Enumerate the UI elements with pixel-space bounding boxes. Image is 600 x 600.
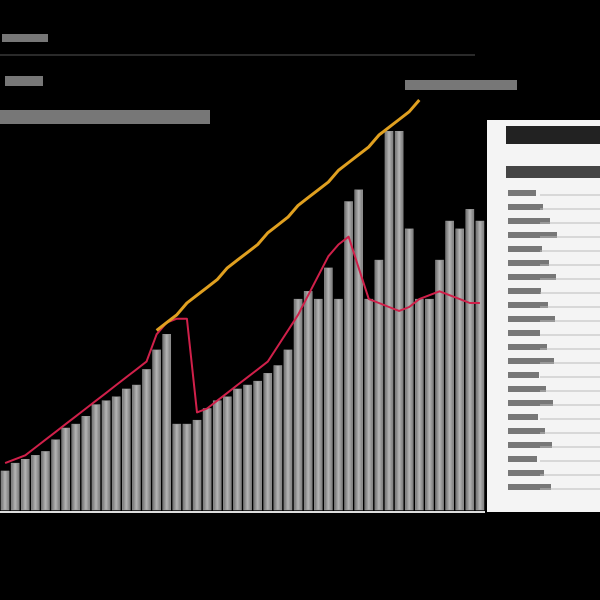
bar: [384, 130, 394, 511]
bar: [142, 369, 151, 511]
bar: [263, 373, 273, 511]
row-text: [508, 442, 552, 448]
bar: [31, 455, 40, 511]
bar: [445, 220, 454, 511]
side-panel: [487, 120, 600, 512]
row-text: [508, 358, 554, 364]
row-text: [508, 428, 545, 434]
panel-subheading: [506, 166, 600, 178]
bar: [20, 458, 30, 511]
panel-heading: [506, 126, 600, 144]
row-text: [508, 246, 542, 252]
bar: [122, 388, 131, 511]
bar: [152, 349, 161, 511]
bar: [192, 419, 202, 511]
bar: [182, 423, 192, 511]
bar: [10, 462, 20, 511]
bar: [273, 365, 283, 511]
bar: [293, 298, 303, 511]
line-series: [4, 235, 480, 465]
row-text: [508, 414, 538, 420]
bar: [374, 259, 384, 511]
bar: [41, 451, 50, 511]
row-text: [508, 456, 537, 462]
bar: [91, 404, 101, 511]
bar: [0, 470, 10, 511]
row-text: [508, 344, 547, 350]
bar: [243, 384, 252, 511]
bar: [394, 130, 404, 511]
row-text: [508, 330, 540, 336]
row-text: [508, 386, 546, 392]
bar: [101, 400, 111, 511]
bar: [344, 201, 353, 511]
row-text: [508, 372, 539, 378]
illegible-text: [0, 34, 517, 124]
row-text: [508, 260, 549, 266]
bar: [81, 416, 91, 511]
bar: [111, 396, 121, 511]
line-series: [155, 99, 421, 332]
row-text: [508, 470, 544, 476]
bar: [404, 228, 414, 511]
row-text: [508, 400, 553, 406]
bar: [233, 388, 242, 511]
bar: [202, 408, 212, 511]
row-text: [508, 190, 536, 196]
row-text: [508, 484, 551, 490]
bar: [334, 298, 343, 511]
bar: [253, 380, 262, 511]
row-text: [508, 274, 556, 280]
bar: [465, 209, 475, 511]
bar: [354, 189, 363, 511]
row-text: [508, 302, 548, 308]
bar: [435, 259, 444, 511]
bar: [132, 384, 141, 511]
bar: [475, 220, 485, 511]
bar: [61, 427, 70, 511]
bar: [313, 298, 323, 511]
row-text: [508, 288, 541, 294]
row-text: [508, 218, 550, 224]
bar: [283, 349, 293, 511]
row-text: [508, 316, 555, 322]
bar: [455, 228, 465, 511]
bar: [223, 396, 232, 511]
bar: [324, 267, 333, 511]
bar: [415, 298, 424, 511]
row-text: [508, 204, 543, 210]
plot-area: [0, 99, 485, 511]
bar: [51, 439, 60, 511]
bar: [364, 298, 374, 511]
row-text: [508, 232, 557, 238]
bar: [212, 400, 222, 511]
bar: [303, 291, 313, 511]
panel-rows: [508, 190, 600, 490]
bar: [425, 298, 434, 511]
bar: [71, 423, 81, 511]
bar: [162, 334, 172, 511]
bar: [172, 423, 182, 511]
